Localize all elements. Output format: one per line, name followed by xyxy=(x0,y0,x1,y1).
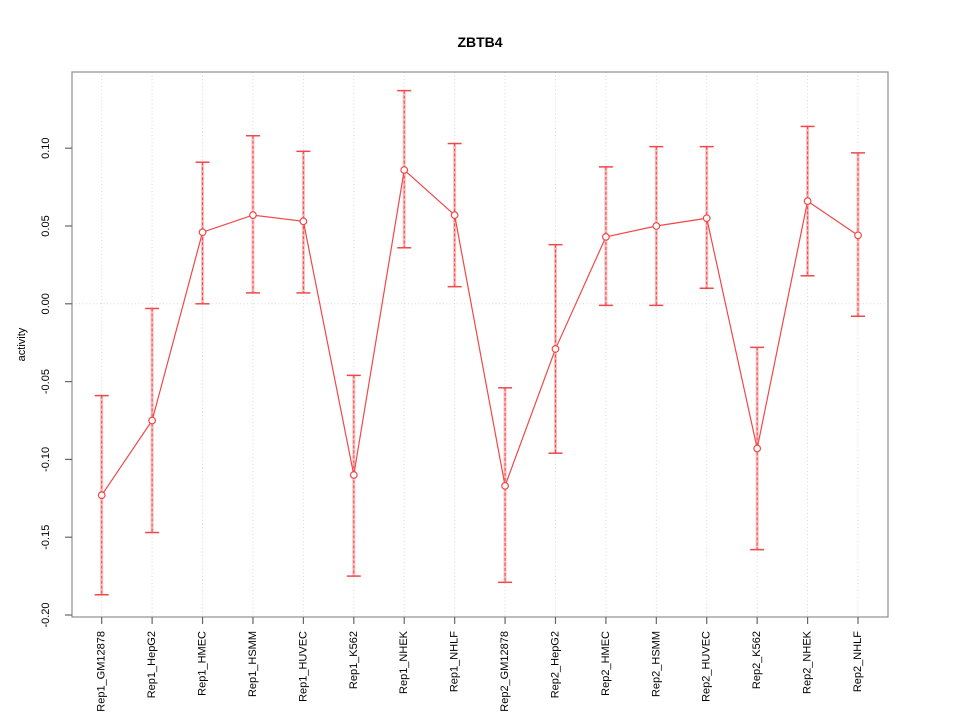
data-point-marker xyxy=(652,222,661,230)
data-point-marker xyxy=(803,197,812,206)
frame-layer: 0.10 0.05 0.00 -0.05 -0.10 -0.15 -0.20 Rep1_GM1… xyxy=(40,71,889,712)
x-tick-label: Rep2_K562 xyxy=(751,631,763,689)
x-tick-label: Rep1_HMEC xyxy=(197,631,209,696)
y-tick-label: -0.20 xyxy=(40,602,52,627)
x-tick-label: Rep2_HUVEC xyxy=(701,631,713,702)
data-point-marker xyxy=(249,211,257,220)
x-tick-label: Rep1_HUVEC xyxy=(297,631,309,702)
data-point-marker xyxy=(400,166,409,174)
data-point-marker xyxy=(501,481,509,490)
y-tick-label: 0.10 xyxy=(40,137,52,158)
x-tick-label: Rep2_HMEC xyxy=(600,631,612,696)
y-tick-label: -0.15 xyxy=(40,525,52,550)
data-point-marker xyxy=(551,345,560,353)
series-line xyxy=(101,168,859,496)
x-tick-label: Rep1_NHEK xyxy=(398,630,410,694)
x-tick-label: Rep2_HepG2 xyxy=(549,631,561,698)
chart-title: ZBTB4 xyxy=(457,34,502,50)
data-series-layer xyxy=(94,89,865,596)
data-point-marker xyxy=(854,231,862,240)
data-point-marker xyxy=(97,491,106,500)
data-point-marker xyxy=(198,228,207,237)
y-tick-label: -0.10 xyxy=(40,447,52,472)
x-tick-label: Rep2_HSMM xyxy=(650,631,662,697)
y-tick-label: -0.05 xyxy=(40,369,52,394)
plot-border xyxy=(71,71,889,618)
data-point-marker xyxy=(299,217,308,226)
data-point-marker xyxy=(148,416,157,425)
x-tick-label: Rep1_NHLF xyxy=(449,631,461,692)
y-axis-title: activity xyxy=(16,327,28,361)
data-point-marker xyxy=(349,471,358,479)
x-tick-label: Rep1_K562 xyxy=(348,631,360,689)
data-point-marker xyxy=(602,232,610,241)
y-tick-label: 0.00 xyxy=(40,293,52,314)
data-point-marker xyxy=(450,211,459,220)
y-tick-label: 0.05 xyxy=(40,215,52,236)
x-tick-label: Rep1_HepG2 xyxy=(146,631,158,698)
data-point-marker xyxy=(753,444,762,453)
data-point-marker xyxy=(702,214,711,223)
x-tick-label: Rep1_HSMM xyxy=(247,631,259,697)
x-tick-label: Rep2_GM12878 xyxy=(499,631,511,712)
x-tick-label: Rep1_GM12878 xyxy=(96,631,108,712)
grid-layer xyxy=(72,72,888,617)
x-tick-label: Rep2_NHLF xyxy=(852,631,864,692)
x-tick-label: Rep2_NHEK xyxy=(802,630,814,694)
